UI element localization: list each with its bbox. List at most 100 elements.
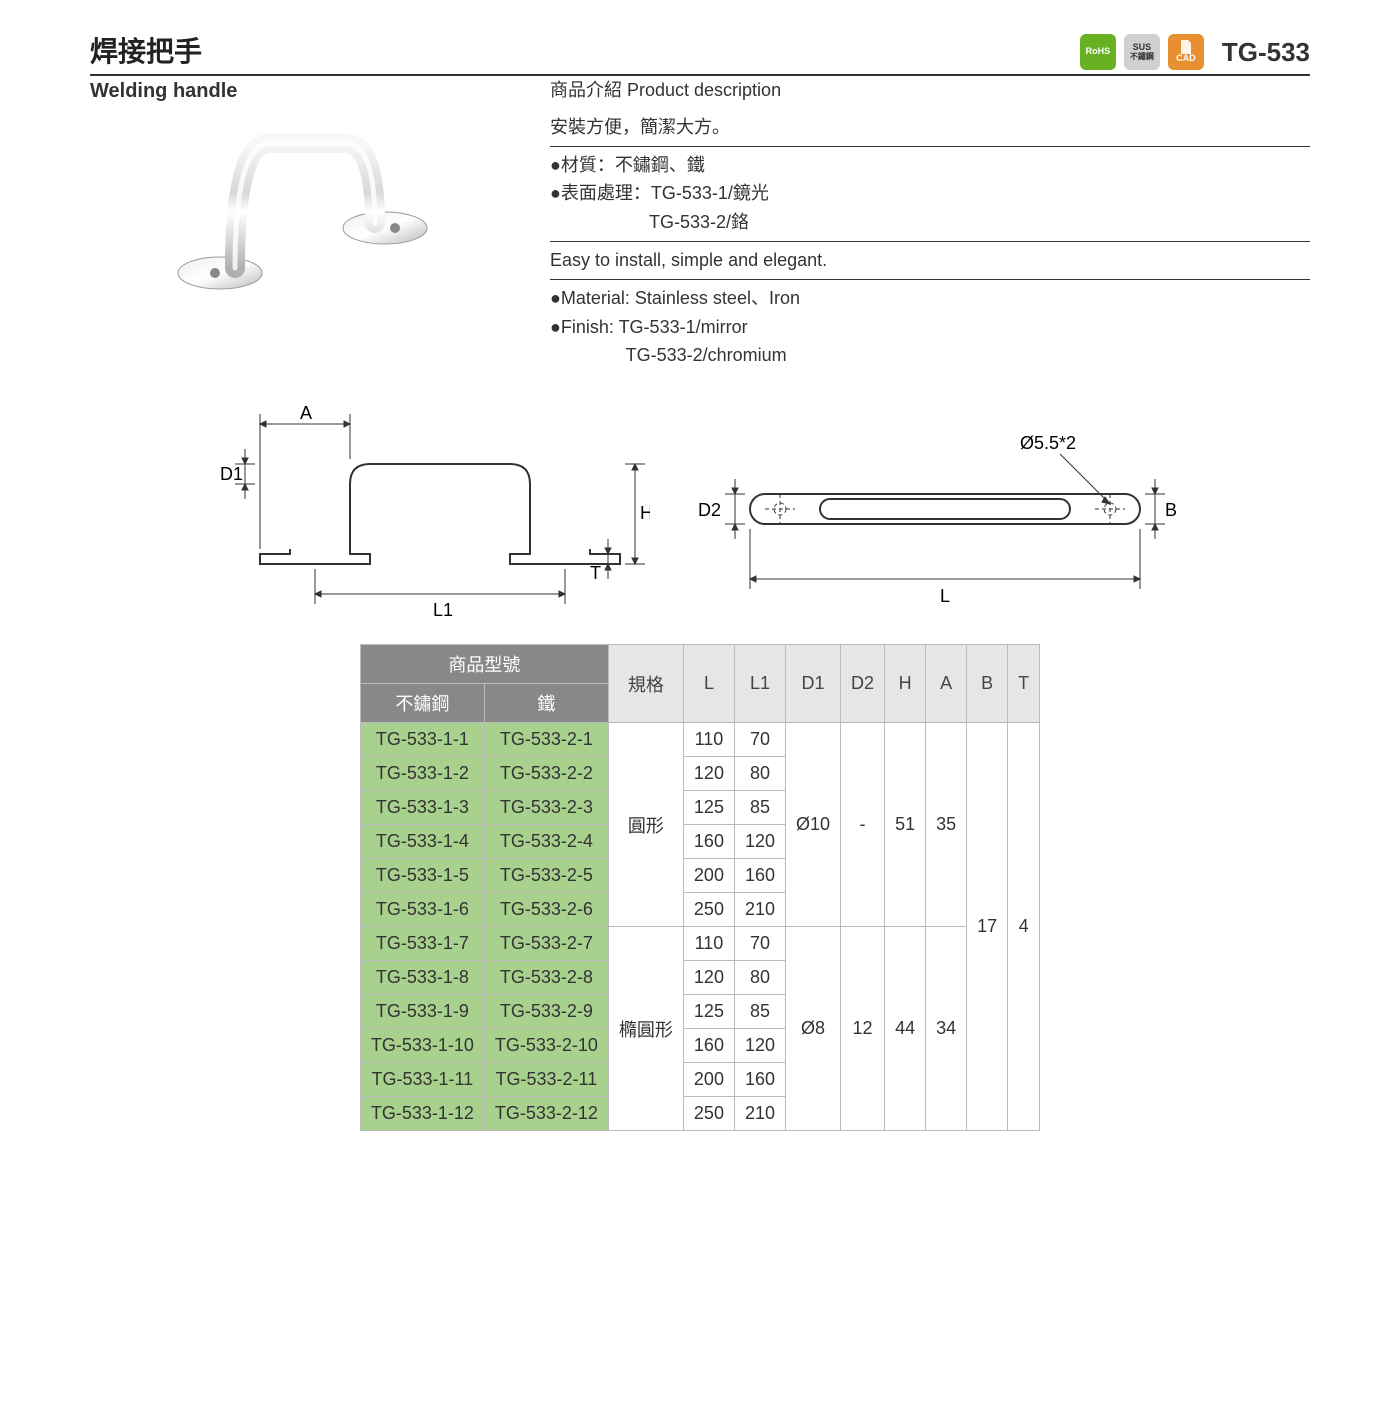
cell-iron: TG-533-2-10: [484, 1029, 608, 1063]
cell-l: 250: [683, 1097, 734, 1131]
cell-iron: TG-533-2-9: [484, 995, 608, 1029]
handle-photo-icon: [160, 103, 440, 303]
cell-iron: TG-533-2-1: [484, 723, 608, 757]
th-l: L: [683, 645, 734, 723]
cell-d1: Ø8: [786, 927, 841, 1131]
th-a: A: [926, 645, 967, 723]
cell-l1: 80: [734, 961, 785, 995]
cell-stainless: TG-533-1-4: [360, 825, 484, 859]
th-h: H: [885, 645, 926, 723]
cad-badge-icon: CAD: [1168, 34, 1204, 70]
cell-l: 160: [683, 825, 734, 859]
desc-material-cn: ●材質：不鏽鋼、鐵: [550, 151, 1310, 180]
cell-iron: TG-533-2-5: [484, 859, 608, 893]
cell-l: 160: [683, 1029, 734, 1063]
cell-iron: TG-533-2-11: [484, 1063, 608, 1097]
table-row: TG-533-1-1TG-533-2-1圓形11070Ø10-5135174: [360, 723, 1039, 757]
label-l1: L1: [433, 600, 453, 620]
table-body: TG-533-1-1TG-533-2-1圓形11070Ø10-5135174TG…: [360, 723, 1039, 1131]
cell-l1: 210: [734, 893, 785, 927]
rohs-badge-icon: RoHS: [1080, 34, 1116, 70]
th-iron: 鐵: [484, 684, 608, 723]
cell-iron: TG-533-2-6: [484, 893, 608, 927]
cell-iron: TG-533-2-4: [484, 825, 608, 859]
cell-a: 34: [926, 927, 967, 1131]
top-view-drawing: D2 Ø5.5*2 B L: [690, 394, 1180, 624]
product-code: TG-533: [1222, 37, 1310, 68]
label-d1: D1: [220, 464, 243, 484]
th-model: 商品型號: [360, 645, 608, 684]
header-right: RoHS SUS 不鏽鋼 CAD TG-533: [1080, 34, 1310, 70]
cell-stainless: TG-533-1-10: [360, 1029, 484, 1063]
desc-intro-en: Easy to install, simple and elegant.: [550, 242, 1310, 280]
th-d2: D2: [841, 645, 885, 723]
cell-h: 51: [885, 723, 926, 927]
label-a: A: [300, 403, 312, 423]
th-t: T: [1008, 645, 1040, 723]
cell-stainless: TG-533-1-6: [360, 893, 484, 927]
cell-l1: 85: [734, 995, 785, 1029]
cell-b: 17: [967, 723, 1008, 1131]
cell-l: 110: [683, 927, 734, 961]
label-d2: D2: [698, 500, 721, 520]
cell-l1: 70: [734, 927, 785, 961]
cell-l: 125: [683, 995, 734, 1029]
cell-l1: 120: [734, 1029, 785, 1063]
cell-stainless: TG-533-1-2: [360, 757, 484, 791]
sus-badge-icon: SUS 不鏽鋼: [1124, 34, 1160, 70]
cell-stainless: TG-533-1-8: [360, 961, 484, 995]
table-row: TG-533-1-7TG-533-2-7橢圓形11070Ø8124434: [360, 927, 1039, 961]
title-cn: 焊接把手: [90, 30, 202, 70]
desc-finish-en-1: ●Finish: TG-533-1/mirror: [550, 313, 1310, 342]
desc-spec-en: ●Material: Stainless steel、Iron ●Finish:…: [550, 280, 1310, 374]
cell-stainless: TG-533-1-5: [360, 859, 484, 893]
desc-material-en: ●Material: Stainless steel、Iron: [550, 284, 1310, 313]
cell-h: 44: [885, 927, 926, 1131]
cell-l: 110: [683, 723, 734, 757]
th-stainless: 不鏽鋼: [360, 684, 484, 723]
cell-l1: 70: [734, 723, 785, 757]
cell-stainless: TG-533-1-3: [360, 791, 484, 825]
table-header: 商品型號 規格 L L1 D1 D2 H A B T 不鏽鋼 鐵: [360, 645, 1039, 723]
cell-l1: 80: [734, 757, 785, 791]
cell-d2: -: [841, 723, 885, 927]
label-t: T: [590, 563, 601, 583]
cell-iron: TG-533-2-12: [484, 1097, 608, 1131]
cell-shape: 橢圓形: [608, 927, 683, 1131]
cell-a: 35: [926, 723, 967, 927]
top-section: Welding handle: [90, 76, 1310, 374]
cell-stainless: TG-533-1-9: [360, 995, 484, 1029]
label-l: L: [940, 586, 950, 606]
cell-shape: 圓形: [608, 723, 683, 927]
cell-stainless: TG-533-1-12: [360, 1097, 484, 1131]
front-view-drawing: A D1 H T L1: [220, 394, 650, 624]
th-spec: 規格: [608, 645, 683, 723]
desc-finish-cn-1: ●表面處理：TG-533-1/鏡光: [550, 179, 1310, 208]
th-l1: L1: [734, 645, 785, 723]
cell-l1: 160: [734, 1063, 785, 1097]
desc-finish-cn-2: TG-533-2/鉻: [550, 208, 1310, 237]
spec-table: 商品型號 規格 L L1 D1 D2 H A B T 不鏽鋼 鐵 TG-533-…: [360, 644, 1040, 1131]
cell-iron: TG-533-2-8: [484, 961, 608, 995]
cell-l: 200: [683, 1063, 734, 1097]
cell-d1: Ø10: [786, 723, 841, 927]
th-b: B: [967, 645, 1008, 723]
cell-l1: 85: [734, 791, 785, 825]
th-d1: D1: [786, 645, 841, 723]
cell-iron: TG-533-2-7: [484, 927, 608, 961]
desc-heading: 商品介紹 Product description: [550, 76, 1310, 109]
cell-l: 120: [683, 961, 734, 995]
cell-l1: 120: [734, 825, 785, 859]
label-b: B: [1165, 500, 1177, 520]
cell-stainless: TG-533-1-1: [360, 723, 484, 757]
desc-intro-cn: 安裝方便，簡潔大方。: [550, 109, 1310, 147]
cell-stainless: TG-533-1-7: [360, 927, 484, 961]
cell-d2: 12: [841, 927, 885, 1131]
title-en: Welding handle: [90, 80, 510, 103]
label-hole: Ø5.5*2: [1020, 433, 1076, 453]
cell-l: 200: [683, 859, 734, 893]
cell-stainless: TG-533-1-11: [360, 1063, 484, 1097]
cell-l1: 160: [734, 859, 785, 893]
label-h: H: [640, 503, 650, 523]
cell-l: 125: [683, 791, 734, 825]
